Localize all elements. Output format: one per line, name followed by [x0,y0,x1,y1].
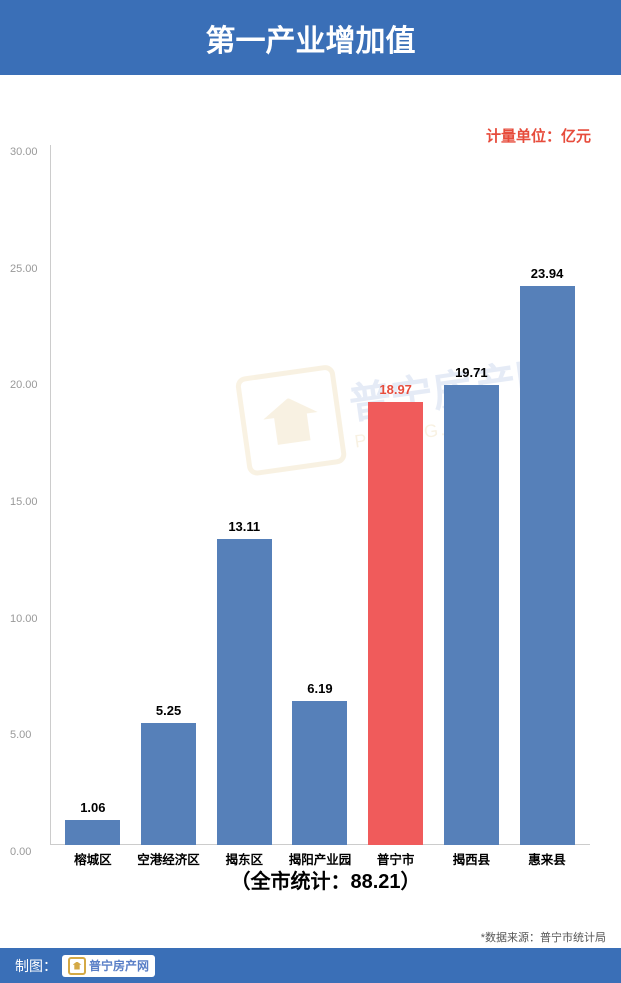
bar-group: 13.11 [208,145,280,845]
bar [520,286,575,845]
x-category-label: 惠来县 [511,849,583,868]
bar-value-label: 1.06 [80,800,105,815]
bar [368,402,423,845]
bar-value-label: 18.97 [379,382,412,397]
unit-label: 计量单位：亿元 [486,125,591,146]
y-tick: 5.00 [10,729,31,741]
bar-group: 18.97 [360,145,432,845]
bar-group: 1.06 [57,145,129,845]
header-bar: 第一产业增加值 [0,0,621,75]
bar-group: 5.25 [133,145,205,845]
summary-text: （全市统计：88.21） [50,865,601,894]
bar [217,539,272,845]
footer-logo: 普宁房产网 [62,955,155,977]
bars-container: 1.06 5.25 13.11 6.19 18.97 19.71 23.94 [50,145,590,845]
data-source: *数据来源：普宁市统计局 [481,929,606,945]
bar-group: 19.71 [435,145,507,845]
bar-value-label: 6.19 [307,681,332,696]
y-tick: 30.00 [10,146,38,158]
x-category-label: 揭西县 [435,849,507,868]
footer-credit: 制图： 普宁房产网 [15,955,155,977]
y-tick: 25.00 [10,263,38,275]
bar-group: 6.19 [284,145,356,845]
y-tick: 10.00 [10,613,38,625]
chart-container: 计量单位：亿元 普宁房产网 PNFANG.COM 0.005.0010.0015… [0,75,621,915]
x-category-label: 揭阳产业园 [284,849,356,868]
y-tick: 20.00 [10,379,38,391]
x-labels: 榕城区空港经济区揭东区揭阳产业园普宁市揭西县惠来县 [50,849,590,868]
x-category-label: 揭东区 [208,849,280,868]
bar [141,723,196,846]
chart-title: 第一产业增加值 [206,16,416,60]
x-category-label: 普宁市 [360,849,432,868]
bar-value-label: 23.94 [531,266,564,281]
footer-bar: 制图： 普宁房产网 [0,948,621,983]
bar [65,820,120,845]
bar [444,385,499,845]
bar-value-label: 19.71 [455,365,488,380]
bar-value-label: 13.11 [228,519,260,534]
plot-area: 0.005.0010.0015.0020.0025.0030.00 1.065.… [50,145,590,865]
bar-value-label: 5.25 [156,703,181,718]
footer-logo-text: 普宁房产网 [89,957,149,974]
x-category-label: 空港经济区 [133,849,205,868]
y-tick: 15.00 [10,496,38,508]
bar-group: 23.94 [511,145,583,845]
footer-prefix: 制图： [15,956,57,976]
bar [292,701,347,845]
x-category-label: 榕城区 [57,849,129,868]
y-tick: 0.00 [10,846,31,858]
logo-icon [68,957,86,975]
